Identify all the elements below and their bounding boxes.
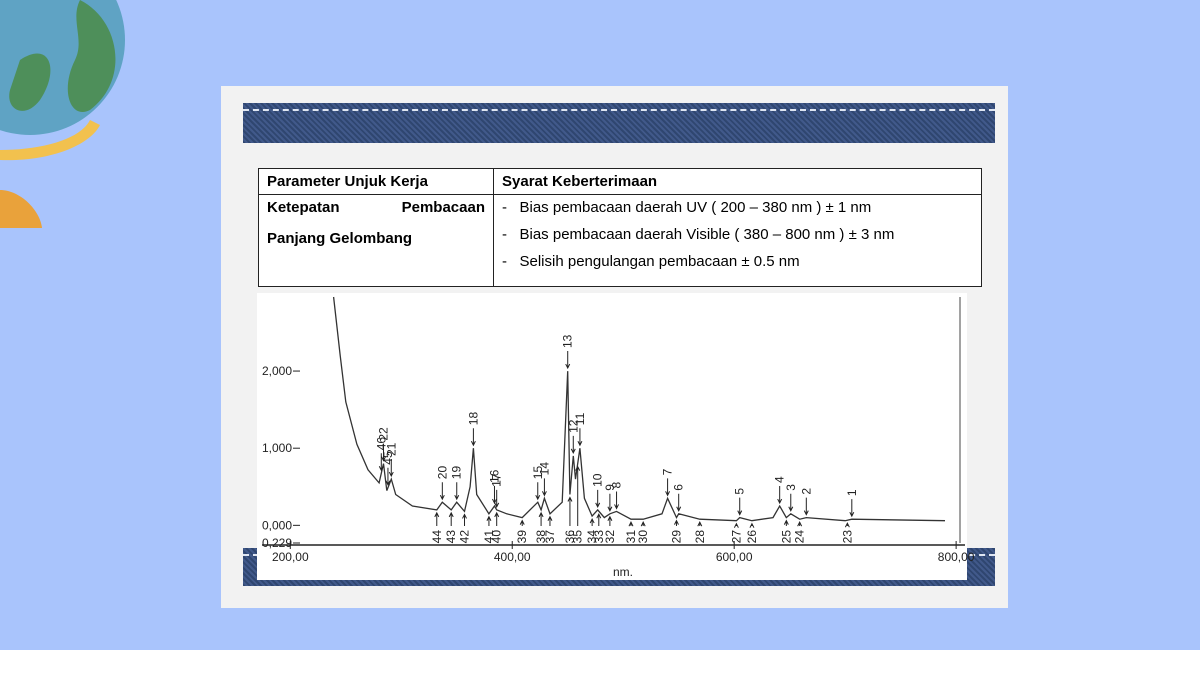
stand [0, 120, 100, 161]
cell-line: Panjang Gelombang [267, 230, 413, 247]
cell: Ketepatan Pembacaan Panjang Gelombang [258, 194, 494, 287]
cell-line: Ketepatan Pembacaan [267, 199, 485, 216]
header-cell: Syarat Keberterimaan [493, 168, 982, 195]
base [0, 190, 42, 228]
item: Bias pembacaan daerah Visible ( 380 – 80… [502, 226, 973, 243]
header-cell: Parameter Unjuk Kerja [258, 168, 494, 195]
denim-band [243, 103, 995, 143]
item: Bias pembacaan daerah UV ( 200 – 380 nm … [502, 199, 973, 216]
table: Parameter Unjuk Kerja Syarat Keberterimaa… [258, 168, 982, 287]
land [9, 53, 51, 111]
image-card [221, 86, 1008, 608]
item: Selisih pengulangan pembacaan ± 0.5 nm [502, 253, 973, 270]
denim-band [243, 548, 995, 586]
cell: Bias pembacaan daerah UV ( 200 – 380 nm … [493, 194, 982, 287]
land [67, 0, 116, 112]
globe-decoration [0, 0, 125, 228]
